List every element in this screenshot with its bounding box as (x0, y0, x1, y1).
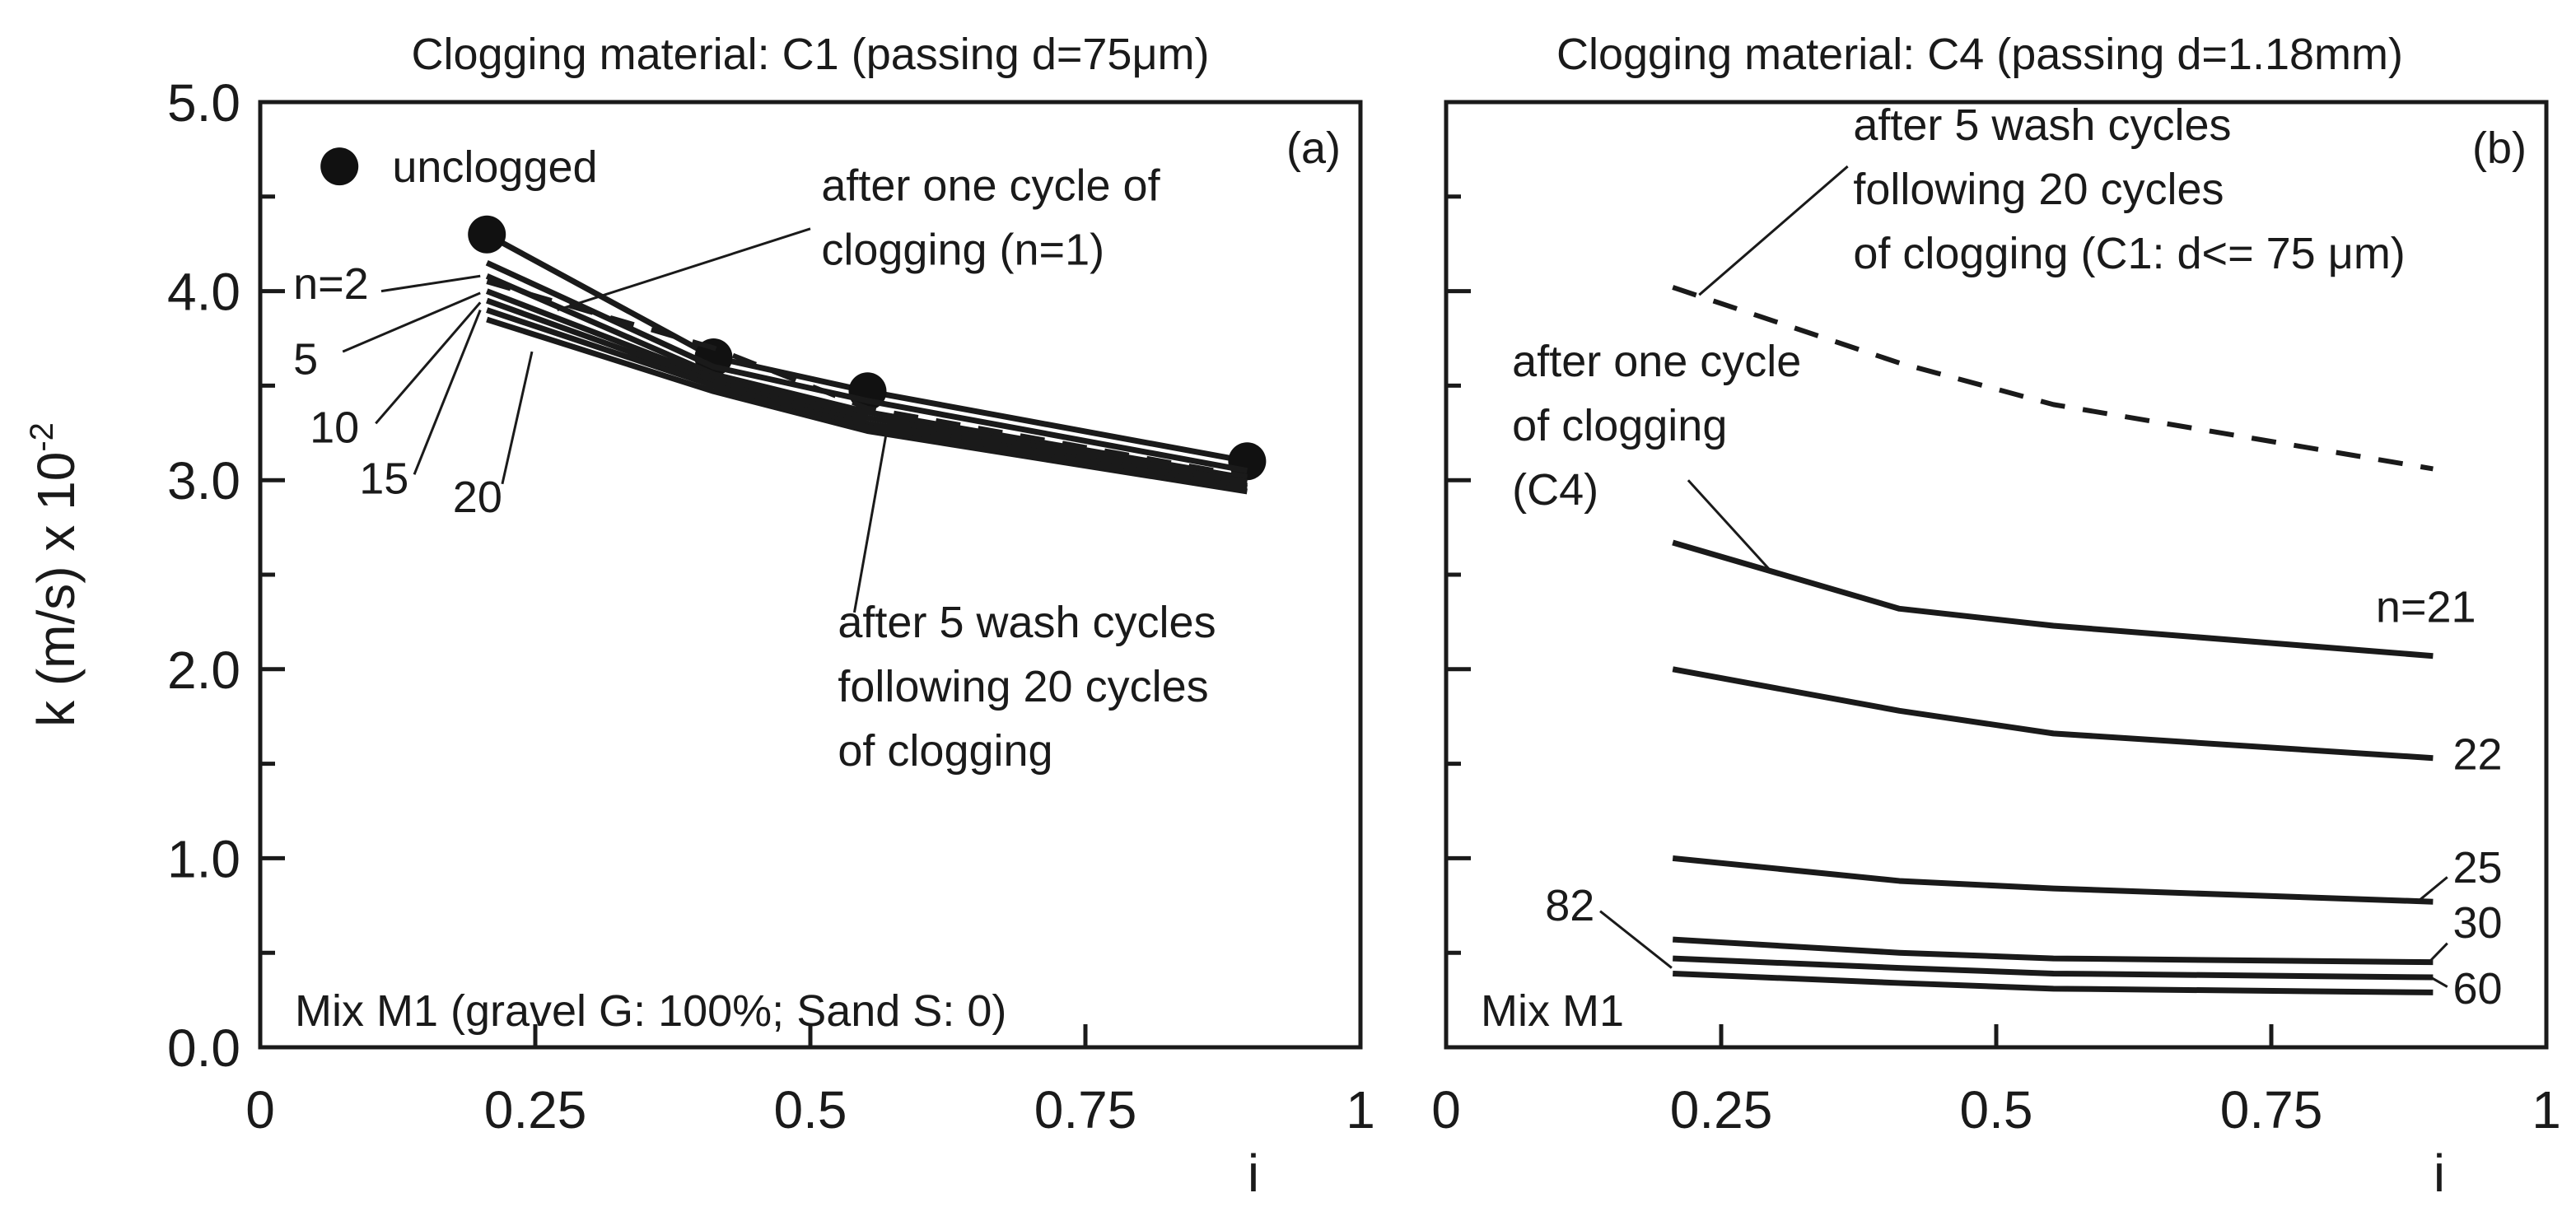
series-line (486, 316, 1248, 495)
series-line (485, 288, 1248, 485)
annotation: 60 (2452, 964, 2502, 1014)
y-tick-label: 0.0 (167, 1018, 240, 1078)
series-line (1672, 855, 2434, 905)
x-tick-label: 0.5 (774, 1080, 847, 1139)
x-axis-label: i (2434, 1144, 2445, 1203)
leader-line (1599, 910, 1673, 969)
y-axis-label-exponent: -2 (24, 422, 60, 452)
annotation: of clogging (1512, 401, 1727, 450)
series-line (1673, 970, 2434, 995)
annotation: after one cycle (1512, 337, 1801, 386)
panel-tag: (b) (2472, 123, 2527, 173)
series-line (1672, 285, 2434, 472)
annotation: 10 (310, 403, 359, 452)
leader-line (1698, 165, 1849, 296)
leader-line (380, 274, 481, 293)
annotation: 20 (453, 473, 502, 522)
x-tick-label: 0.5 (1960, 1080, 2033, 1139)
x-tick-label: 0.25 (1670, 1080, 1773, 1139)
annotation: after 5 wash cycles (838, 598, 1216, 647)
leader-line (342, 291, 481, 353)
series-line (485, 259, 1248, 474)
panel-b: 0 0.25 0.5 0.75 1 i Clogging material: C4 (pas… (1431, 30, 2561, 1203)
leader-line (2429, 976, 2448, 988)
mix-label: Mix M1 (gravel G: 100%; Sand S: 0) (295, 986, 1006, 1036)
x-tick-label: 0 (245, 1080, 275, 1139)
panel-a: 0 0.25 0.5 0.75 1 0.0 1.0 2.0 3.0 4.0 5.0 k (m/s) x… (24, 30, 1375, 1203)
leader-line (557, 227, 811, 311)
panel-tag: (a) (1286, 123, 1341, 173)
legend-label: unclogged (392, 142, 597, 192)
series-line (1673, 936, 2434, 966)
y-axis-label-text: k (m/s) x 10 (26, 452, 86, 727)
y-axis-label: k (m/s) x 10-2 (24, 422, 86, 727)
leader-line (2429, 942, 2448, 962)
series-line (1673, 955, 2434, 981)
annotation: of clogging (838, 726, 1052, 776)
leader-line (2419, 876, 2448, 902)
series-line (485, 273, 1248, 482)
x-tick-label: 0.75 (2220, 1080, 2323, 1139)
plot-frame (258, 100, 1363, 1050)
y-tick-label: 2.0 (167, 641, 240, 700)
x-tick-label: 1 (2532, 1080, 2561, 1139)
annotation: 30 (2452, 898, 2502, 948)
x-tick-label: 1 (1346, 1080, 1375, 1139)
chart-title: Clogging material: C1 (passing d=75μm) (411, 30, 1209, 79)
annotation: 25 (2452, 843, 2502, 892)
data-point (468, 215, 506, 254)
annotation: n=2 (293, 259, 369, 309)
mix-label: Mix M1 (1481, 986, 1624, 1036)
annotation: after 5 wash cycles (1853, 100, 2231, 150)
annotation: after one cycle of (821, 161, 1160, 210)
y-tick-label: 3.0 (167, 451, 240, 510)
series-line (486, 307, 1248, 491)
leader-line (413, 310, 482, 475)
x-axis-label: i (1248, 1144, 1259, 1203)
chart-title: Clogging material: C4 (passing d=1.18mm) (1556, 30, 2403, 79)
x-tick-label: 0.25 (484, 1080, 587, 1139)
leader-line (501, 351, 534, 485)
y-tick-label: 5.0 (167, 73, 240, 133)
annotation: (C4) (1512, 465, 1598, 515)
annotation: of clogging (C1: d<= 75 μm) (1853, 229, 2405, 278)
annotation: 82 (1545, 881, 1594, 930)
annotation: n=21 (2376, 582, 2476, 631)
leader-line (1687, 479, 1772, 572)
legend-marker (320, 147, 359, 186)
annotation: 22 (2452, 729, 2502, 779)
annotation: following 20 cycles (838, 662, 1208, 711)
annotation: 5 (293, 335, 318, 384)
annotation: following 20 cycles (1853, 165, 2224, 214)
series-line (486, 279, 1248, 479)
leader-line (375, 301, 482, 425)
x-tick-label: 0 (1431, 1080, 1461, 1139)
y-tick-label: 4.0 (167, 263, 240, 322)
leader-line (852, 426, 889, 613)
y-tick-label: 1.0 (167, 829, 240, 888)
annotation: 15 (359, 454, 408, 503)
series-line (1672, 666, 2434, 762)
series-line (1672, 539, 2434, 659)
x-tick-label: 0.75 (1034, 1080, 1137, 1139)
annotation: clogging (n=1) (821, 225, 1104, 274)
